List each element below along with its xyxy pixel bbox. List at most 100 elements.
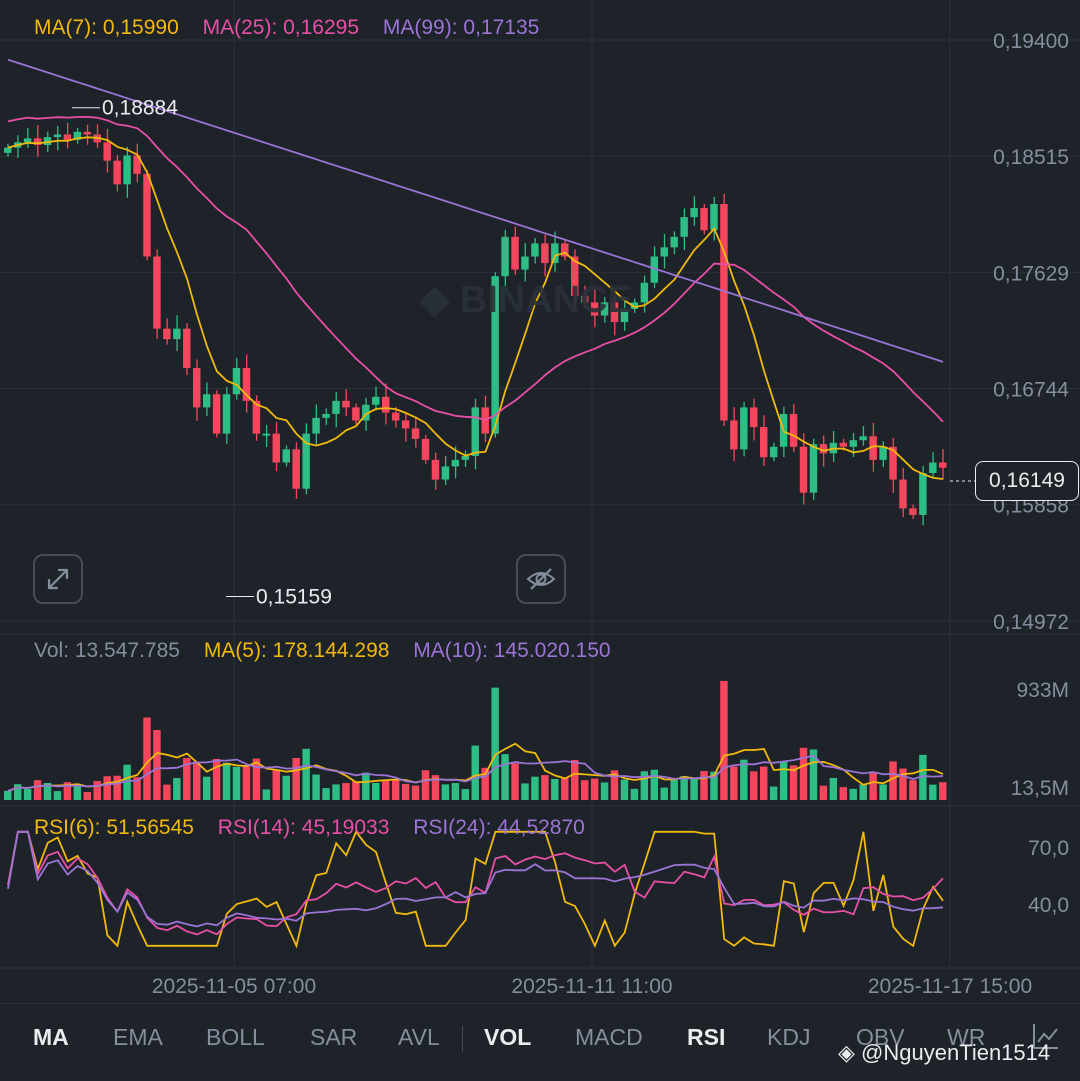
candle-body (919, 472, 927, 515)
candle-body (163, 328, 171, 340)
candle-body (839, 442, 848, 447)
volume-bar (819, 785, 828, 800)
candle-body (551, 243, 559, 264)
candle-body (461, 455, 470, 460)
volume-bar (799, 747, 808, 800)
volume-bar (93, 781, 101, 800)
volume-bar (620, 779, 629, 800)
candle-body (4, 147, 12, 153)
candle-body (700, 207, 708, 231)
volume-bar (411, 785, 420, 800)
hide-indicators-button[interactable] (516, 554, 566, 604)
volume-bar (511, 763, 519, 800)
candle-body (899, 479, 907, 509)
ma25-line (7, 115, 944, 423)
volume-bar (740, 759, 748, 800)
indicator-vol[interactable]: VOL (484, 1024, 532, 1050)
price-axis-label: 0,16744 (993, 378, 1069, 401)
volume-axis-label: 13,5M (1011, 777, 1069, 800)
indicator-toolbar: MA EMA BOLL SAR AVL VOL MACD RSI KDJ OBV… (0, 1003, 1080, 1081)
candle-body (232, 368, 241, 395)
candle-body (23, 138, 32, 143)
chart-canvas[interactable]: 0,194000,185150,176290,167440,158580,149… (0, 0, 1080, 1003)
volume-bar (720, 680, 728, 800)
candle-body (421, 438, 430, 460)
candle-body (83, 131, 92, 135)
candle-body (809, 444, 818, 493)
candle-body (670, 236, 678, 248)
candle-body (262, 433, 271, 436)
candle-body (372, 396, 380, 405)
volume-bar (859, 784, 867, 800)
candle-body (740, 407, 748, 450)
indicator-obv[interactable]: OBV (856, 1024, 905, 1050)
candle-body (859, 436, 867, 441)
rsi6-line (7, 830, 944, 949)
volume-ma10-line (7, 754, 944, 792)
chart-grid (0, 0, 1080, 969)
indicator-ma[interactable]: MA (33, 1024, 69, 1050)
volume-bar (660, 787, 668, 800)
price-axis-label: 0,18515 (993, 146, 1069, 169)
volume-bar (690, 778, 698, 800)
candle-body (33, 138, 42, 145)
volume-bar (789, 765, 798, 800)
ma99-legend: MA(99): 0,17135 (382, 16, 540, 39)
volume-bar (222, 762, 231, 800)
candle-body (103, 142, 111, 161)
indicator-ema[interactable]: EMA (113, 1024, 163, 1050)
vol-ma5-legend: MA(5): 178.144.298 (203, 639, 390, 662)
volume-bar (889, 761, 897, 800)
candle-body (391, 412, 400, 421)
ma7-legend: MA(7): 0,15990 (34, 16, 179, 39)
volume-bar (173, 777, 181, 800)
candle-body (590, 302, 599, 316)
candle-body (342, 400, 350, 408)
indicator-rsi[interactable]: RSI (687, 1024, 726, 1050)
candle-body (401, 420, 410, 429)
volume-bar (571, 759, 579, 800)
volume-bar (302, 748, 310, 800)
volume-bar (829, 777, 838, 800)
indicator-settings-icon[interactable] (1030, 1020, 1062, 1052)
volume-bar (391, 780, 400, 800)
volume-bar (163, 784, 171, 800)
indicator-avl[interactable]: AVL (398, 1024, 440, 1050)
volume-bar (839, 787, 848, 800)
candle-body (939, 462, 947, 468)
candle-body (929, 462, 937, 473)
candle-body (869, 436, 877, 460)
candle-body (491, 276, 499, 434)
volume-bar (123, 764, 131, 800)
indicator-kdj[interactable]: KDJ (767, 1024, 811, 1050)
volume-bar (909, 780, 917, 800)
vol-legend: Vol: 13.547.785 (34, 639, 180, 662)
candle-body (451, 459, 460, 467)
candle-body (212, 394, 221, 434)
volume-bar (143, 717, 151, 800)
volume-bar (431, 775, 440, 800)
fullscreen-button[interactable] (33, 554, 83, 604)
candle-body (202, 394, 211, 408)
volume-bar (212, 758, 221, 800)
volume-bar (650, 769, 659, 800)
candle-body (362, 404, 370, 421)
volume-bar (451, 783, 460, 800)
price-axis-label: 0,19400 (993, 30, 1069, 53)
candle-body (571, 256, 579, 296)
volume-axis-label: 933M (1016, 679, 1069, 702)
candle-body (769, 446, 778, 458)
candle-body (521, 256, 529, 270)
volume-ma5-line (7, 742, 944, 792)
indicator-boll[interactable]: BOLL (206, 1024, 265, 1050)
indicator-sar[interactable]: SAR (310, 1024, 358, 1050)
indicator-macd[interactable]: MACD (575, 1024, 643, 1050)
indicator-wr[interactable]: WR (947, 1024, 986, 1050)
candle-body (580, 295, 589, 303)
candle-body (43, 137, 52, 145)
volume-bar (481, 767, 489, 800)
volume-bar (441, 784, 450, 800)
volume-bar (103, 776, 111, 800)
volume-bar (372, 782, 380, 800)
candle-body (620, 308, 629, 323)
